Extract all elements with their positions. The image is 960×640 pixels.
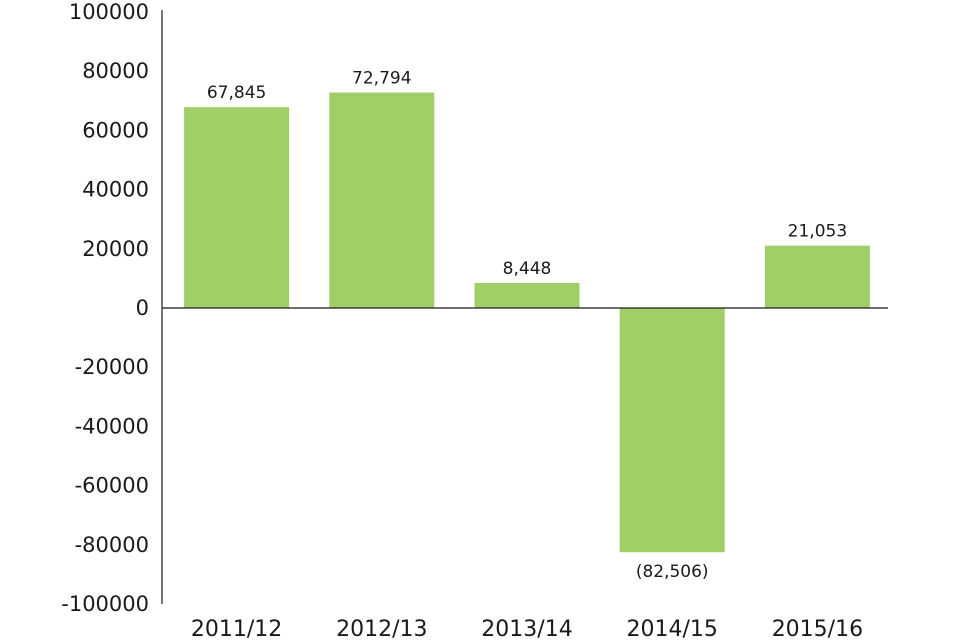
y-axis-ticks: 100000 80000 60000 40000 20000 0 -20000 -40000 -… [61,0,149,616]
y-tick-label: -40000 [75,414,149,438]
x-tick-label: 2013/14 [481,617,572,640]
x-tick-label: 2015/16 [772,617,863,640]
x-tick-label: 2014/15 [626,617,717,640]
bar [329,92,435,309]
x-axis-ticks: 2011/12 2012/13 2013/14 2014/15 2015/16 [191,617,863,640]
bar-data-label: 8,448 [503,259,552,279]
y-tick-label: 20000 [82,237,149,261]
bar-data-label: 72,794 [352,69,411,89]
bar-data-label: (82,506) [636,562,709,582]
bar [764,245,870,308]
y-tick-label: 80000 [82,59,149,83]
y-tick-label: 60000 [82,118,149,142]
y-tick-label: 40000 [82,178,149,202]
y-tick-label: 0 [136,296,149,320]
x-tick-label: 2012/13 [336,617,427,640]
bar [474,282,580,308]
bar [619,308,725,553]
bar-data-label: 21,053 [788,222,847,242]
y-tick-label: -100000 [61,592,149,616]
bar [184,107,290,308]
y-tick-label: 100000 [69,0,149,24]
x-tick-label: 2011/12 [191,617,282,640]
bar-data-label: 67,845 [207,83,266,103]
y-tick-label: -60000 [75,474,149,498]
data-labels: 67,845 72,794 8,448 (82,506) 21,053 [207,69,847,583]
y-tick-label: -80000 [75,533,149,557]
bars [184,92,870,553]
y-tick-label: -20000 [75,355,149,379]
